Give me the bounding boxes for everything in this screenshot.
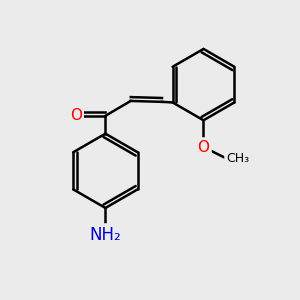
Text: O: O [197, 140, 209, 154]
Text: CH₃: CH₃ [226, 152, 249, 165]
Text: O: O [70, 108, 82, 123]
Text: NH₂: NH₂ [89, 226, 121, 244]
